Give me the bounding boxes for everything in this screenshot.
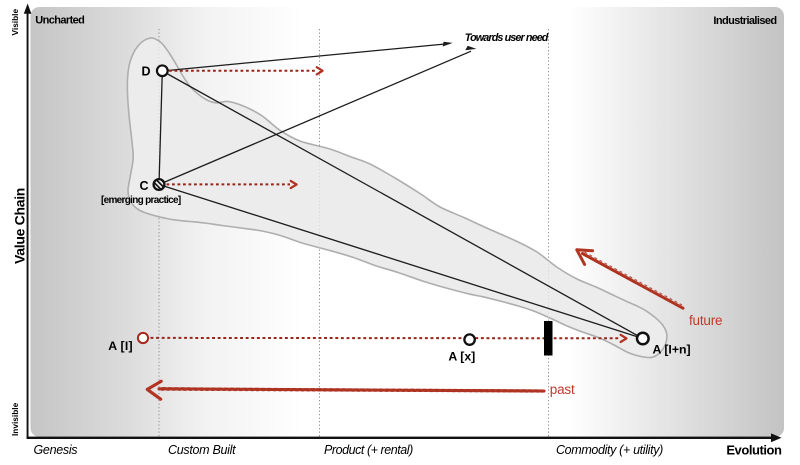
svg-text:A [I]: A [I] [108,339,132,353]
svg-text:C: C [140,179,149,193]
svg-text:Genesis: Genesis [34,443,78,457]
svg-text:past: past [550,382,575,397]
svg-text:Commodity (+ utility): Commodity (+ utility) [556,443,663,457]
svg-text:Visible: Visible [10,9,20,36]
svg-text:Invisible: Invisible [10,402,20,436]
svg-text:Custom Built: Custom Built [168,443,236,457]
svg-text:A [x]: A [x] [448,349,475,363]
svg-text:Towards user need: Towards user need [465,32,549,44]
svg-text:future: future [689,313,722,328]
svg-text:A [I+n]: A [I+n] [653,342,691,356]
svg-text:Value Chain: Value Chain [12,188,28,264]
svg-text:Uncharted: Uncharted [35,15,84,27]
svg-text:Product (+ rental): Product (+ rental) [324,443,413,457]
svg-text:D: D [142,65,151,79]
svg-text:Evolution: Evolution [726,443,782,458]
svg-text:Industrialised: Industrialised [713,15,776,27]
svg-text:[emerging practice]: [emerging practice] [101,195,181,206]
